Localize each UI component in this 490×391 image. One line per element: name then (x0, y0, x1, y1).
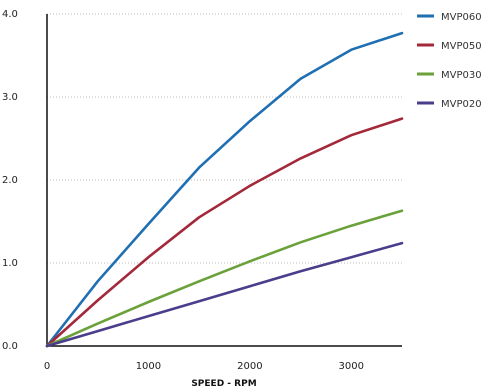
y-tick-label: 4.0 (2, 9, 18, 20)
legend-label-mvp030: MVP030 (441, 70, 482, 81)
y-tick-label: 2.0 (2, 175, 18, 186)
series-line-mvp020 (45, 241, 404, 348)
legend: MVP060 MVP050 MVP030 MVP020 (417, 12, 482, 110)
x-tick-label: 1000 (136, 361, 161, 372)
x-tick-label: 3000 (339, 361, 364, 372)
tick-labels: 0.0 1.0 2.0 3.0 4.0 0 1000 2000 3000 (2, 9, 364, 372)
legend-label-mvp060: MVP060 (441, 12, 482, 23)
y-tick-label: 1.0 (2, 258, 18, 269)
y-tick-label: 3.0 (2, 92, 18, 103)
series-line-mvp050 (45, 117, 404, 348)
legend-label-mvp020: MVP020 (441, 99, 482, 110)
series-line-mvp060 (45, 31, 404, 348)
y-tick-label: 0.0 (2, 341, 18, 352)
series-line-mvp030 (45, 209, 404, 348)
legend-label-mvp050: MVP050 (441, 41, 482, 52)
grid-lines (47, 13, 402, 264)
axes (46, 14, 402, 347)
series-lines (45, 31, 404, 348)
x-axis-title: SPEED - RPM (191, 379, 256, 389)
x-tick-label: 2000 (237, 361, 262, 372)
x-tick-label: 0 (44, 361, 50, 372)
